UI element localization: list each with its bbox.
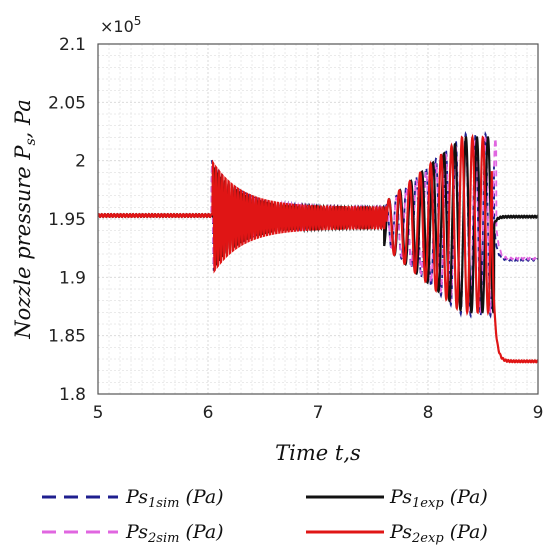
y-tick-labels: 1.8 1.85 1.9 1.95 2 2.05 2.1: [48, 35, 86, 405]
legend-item-ps1sim: Ps1sim (Pa): [42, 486, 224, 511]
x-tick-label: 6: [203, 403, 214, 423]
x-axis-title: Time t,s: [275, 441, 361, 465]
series-layer: [98, 131, 538, 364]
series-line-ps2exp: [98, 133, 538, 364]
legend-label-ps2sim: Ps2sim (Pa): [125, 521, 224, 546]
y-exponent-label: ×105: [100, 14, 141, 36]
legend-item-ps2sim: Ps2sim (Pa): [42, 521, 224, 546]
x-tick-labels: 5 6 7 8 9: [93, 403, 544, 423]
legend-label-ps2exp: Ps2exp (Pa): [389, 521, 488, 546]
y-tick-label: 2: [75, 152, 86, 172]
x-tick-label: 8: [423, 403, 434, 423]
y-tick-label: 1.95: [48, 210, 86, 230]
x-tick-label: 5: [93, 403, 104, 423]
y-tick-label: 1.8: [59, 385, 86, 405]
y-tick-label: 1.85: [48, 327, 86, 347]
y-tick-label: 2.1: [59, 35, 86, 55]
y-tick-label: 2.05: [48, 93, 86, 113]
x-tick-label: 9: [533, 403, 544, 423]
plot-frame: [97, 43, 539, 395]
legend-item-ps1exp: Ps1exp (Pa): [306, 486, 488, 511]
legend-label-ps1exp: Ps1exp (Pa): [389, 486, 488, 511]
legend: Ps1sim (Pa) Ps2sim (Pa) Ps1exp (Pa) Ps2e…: [42, 486, 488, 546]
legend-item-ps2exp: Ps2exp (Pa): [306, 521, 488, 546]
x-tick-label: 7: [313, 403, 324, 423]
y-tick-label: 1.9: [59, 268, 86, 288]
y-axis-title: Nozzle pressure Ps, Pa: [11, 99, 39, 339]
legend-label-ps1sim: Ps1sim (Pa): [125, 486, 224, 511]
